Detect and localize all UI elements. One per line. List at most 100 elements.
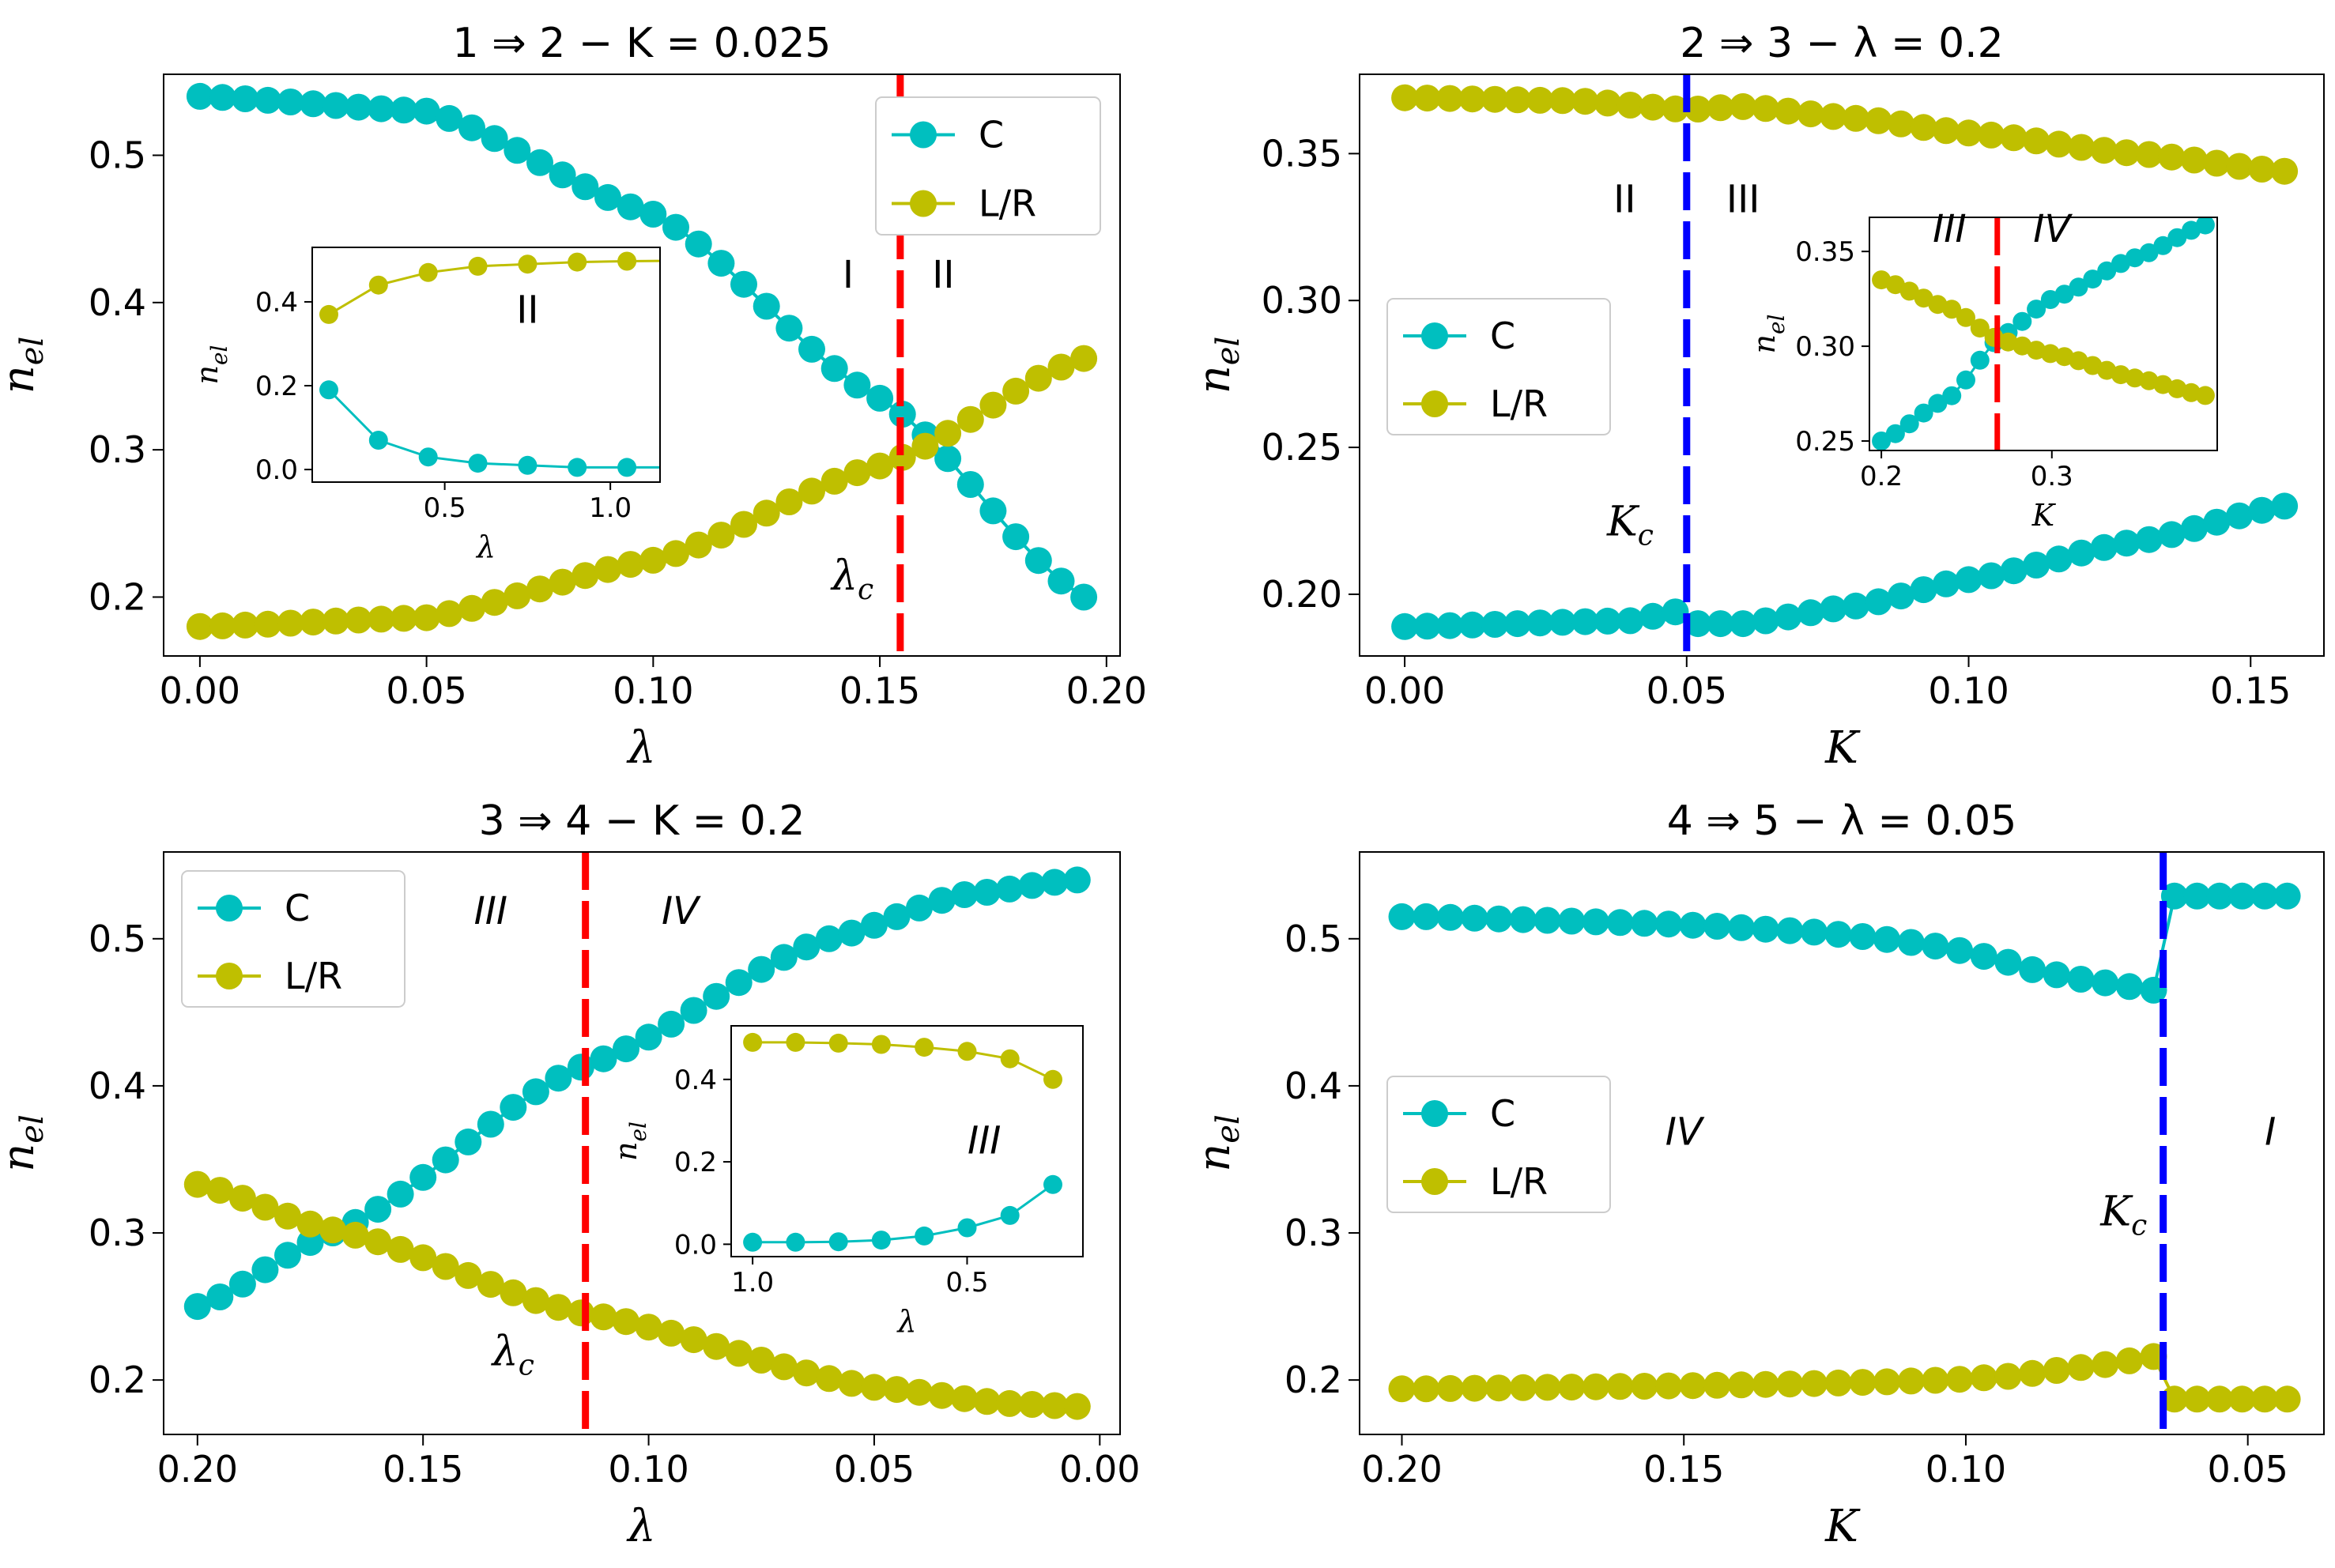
- panel4-title: 4 ⇒ 5 − λ = 0.05: [1667, 797, 2017, 845]
- panel2-data-point: [2000, 124, 2028, 152]
- panel3-data-point: [951, 881, 979, 908]
- panel1-data-point: [1047, 353, 1075, 381]
- panel4-data-point: [1388, 903, 1416, 930]
- panel1-data-point: [322, 92, 349, 119]
- panel4-data-point: [1582, 1373, 1609, 1400]
- panel1-data-point: [549, 161, 576, 189]
- panel2-inset-y-axis-label: nel: [1747, 314, 1790, 353]
- panel3-inset-data-point: [743, 1232, 763, 1252]
- panel3-inset-y-tick-label: 0.2: [674, 1147, 717, 1178]
- panel1-data-point: [956, 471, 984, 498]
- panel4-data-point: [2183, 882, 2211, 910]
- panel4-legend-label: C: [1490, 1092, 1515, 1135]
- panel1-data-point: [254, 86, 281, 114]
- panel2-data-point: [1571, 608, 1599, 635]
- panel1-inset-frame: [311, 247, 661, 483]
- panel4-annotation: I: [2265, 1110, 2276, 1154]
- panel1-inset: 0.5 1.0 0.0 0.2 0.4 λ nel II: [190, 247, 661, 564]
- panel1-x-axis-label: λ: [626, 722, 656, 774]
- panel1-y-tick-label: 0.4: [89, 281, 146, 324]
- panel2-y-tick-label: 0.25: [1262, 426, 1342, 469]
- panel3-inset-data-point: [871, 1231, 891, 1250]
- panel2-data-point: [2090, 137, 2118, 164]
- panel3-data-point: [951, 1385, 979, 1412]
- panel1-data-point: [481, 589, 508, 616]
- panel4-data-point: [1606, 909, 1634, 937]
- panel1-series-lr: [186, 345, 1098, 640]
- panel4-data-point: [1873, 925, 1901, 953]
- panel1-data-point: [594, 183, 621, 211]
- panel2-data-point: [1775, 603, 1802, 631]
- panel4-data-point: [2273, 1385, 2301, 1413]
- panel3-data-point: [432, 1146, 459, 1174]
- panel1-inset-data-point: [518, 455, 538, 475]
- panel4-x-axis-label: K: [1824, 1501, 1861, 1552]
- panel4-data-point: [1413, 903, 1440, 930]
- panel1-inset-bg: [312, 247, 660, 482]
- panel2-inset-data-point: [2125, 368, 2145, 388]
- panel3-legend-marker: [216, 963, 243, 989]
- panel1-data-point: [458, 114, 485, 141]
- panel3-data-point: [590, 1045, 617, 1072]
- panel1-inset-data-point: [568, 252, 587, 272]
- panel1-legend-label: C: [979, 114, 1004, 156]
- panel1-inset-data-point: [617, 458, 637, 477]
- panel2-inset-data-point: [2083, 270, 2103, 289]
- panel3-inset-data-point: [1043, 1174, 1062, 1194]
- panel2-data-point: [1887, 582, 1914, 610]
- panel4-data-point: [1558, 907, 1586, 935]
- panel1-data-point: [1002, 377, 1030, 405]
- panel4-data-point: [1728, 1371, 1755, 1399]
- panel4-data-point: [1436, 1374, 1464, 1402]
- panel4-data-point: [1824, 1369, 1852, 1396]
- panel1-data-point: [549, 568, 576, 596]
- panel1-data-point: [934, 420, 962, 447]
- panel2-data-point: [1391, 84, 1419, 111]
- panel1-data-point: [504, 137, 531, 164]
- panel3-inset-x-tick-label: 0.5: [945, 1267, 988, 1298]
- panel3-data-point: [522, 1078, 549, 1106]
- panel3-data-point: [387, 1235, 414, 1263]
- panel1-data-point: [662, 540, 689, 567]
- panel4-data-point: [1703, 913, 1731, 940]
- panel1-data-point: [186, 612, 213, 640]
- panel4-data-point: [2206, 882, 2233, 910]
- panel3-data-point: [680, 997, 707, 1024]
- panel2-data-point: [1820, 103, 1847, 130]
- panel1-inset-data-point: [368, 275, 388, 295]
- panel3-inset-series-lr: [743, 1032, 1062, 1089]
- panel1-inset-data-point: [468, 256, 488, 276]
- panel4-legend-marker: [1421, 1168, 1448, 1195]
- panel2-data-point: [2180, 146, 2208, 174]
- panel4-data-point: [1946, 937, 1974, 964]
- panel2-data-point: [2135, 141, 2163, 168]
- panel3-data-point: [793, 933, 820, 961]
- panel4-x-tick-label: 0.20: [1361, 1448, 1442, 1491]
- panel1-data-point: [209, 84, 236, 111]
- panel2-x-tick-label: 0.00: [1364, 669, 1445, 712]
- panel1-y-tick-label: 0.3: [89, 428, 146, 471]
- panel1-y-axis-label: nel: [0, 337, 51, 394]
- panel4-data-point: [1485, 905, 1513, 933]
- panel1-data-point: [504, 582, 531, 609]
- panel4-data-point: [1752, 915, 1779, 943]
- panel2-data-point: [1503, 610, 1531, 638]
- panel3-data-point: [251, 1256, 279, 1283]
- panel1-frame: [163, 74, 1121, 657]
- panel3-inset-data-point: [1000, 1205, 1020, 1225]
- panel3-data-point: [432, 1253, 459, 1280]
- panel4-data-point: [1776, 917, 1804, 944]
- panel1-inset-x-tick-label: 0.5: [424, 492, 466, 524]
- panel2-y-tick-label: 0.30: [1262, 279, 1342, 322]
- panel2-data-point: [2271, 157, 2299, 185]
- panel3-data-point: [906, 894, 933, 922]
- panel1-data-point: [300, 90, 327, 118]
- panel4-data-point: [1631, 910, 1658, 937]
- panel3-data-point: [409, 1244, 437, 1272]
- panel1-inset-annotation: II: [516, 288, 538, 332]
- panel2-annotation: Kc: [1606, 499, 1654, 552]
- panel3-data-point: [341, 1221, 369, 1249]
- panel2-data-point: [2135, 526, 2163, 553]
- panel1-inset-data-point: [418, 262, 438, 282]
- panel2-data-point: [1707, 610, 1734, 638]
